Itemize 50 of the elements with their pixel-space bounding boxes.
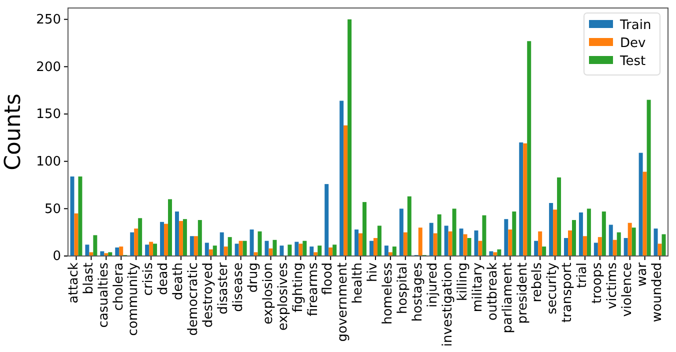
x-tick-label: drug [246, 262, 261, 293]
x-tick-label: troops [590, 262, 606, 304]
x-tick-label: homeless [380, 262, 396, 325]
x-tick-label: health [350, 262, 366, 304]
y-tick-label: 100 [36, 154, 61, 170]
x-tick-label: violence [620, 262, 635, 317]
x-tick-label: cholera [111, 262, 126, 311]
x-tick-label: hostages [410, 262, 426, 322]
y-axis-title: Counts [1, 94, 26, 170]
x-tick-label: killing [455, 262, 470, 301]
x-tick-label: hiv [366, 262, 381, 282]
x-tick-label: security [545, 262, 560, 314]
x-tick-label: outbreak [485, 262, 500, 321]
x-tick-label: flood [320, 262, 336, 295]
y-tick-label: 0 [52, 249, 61, 264]
y-tick-label: 150 [36, 107, 61, 122]
x-tick-label: parliament [500, 262, 516, 334]
legend-label: Dev [620, 36, 646, 51]
x-tick-label: president [515, 262, 530, 324]
x-tick-label: casualties [96, 262, 112, 328]
x-tick-label: military [470, 262, 486, 312]
x-tick-label: firearms [306, 262, 321, 316]
x-tick-label: explosion [260, 262, 276, 324]
x-tick-label: death [171, 262, 186, 300]
x-tick-label: wounded [650, 262, 665, 322]
x-tick-label: transport [560, 262, 576, 323]
x-tick-label: hospital [396, 262, 411, 314]
legend-label: Test [619, 54, 646, 69]
y-tick-label: 200 [36, 60, 61, 75]
x-tick-label: investigation [440, 262, 456, 347]
x-tick-label: rebels [530, 262, 546, 302]
x-tick-label: blast [81, 262, 96, 294]
x-tick-label: disease [230, 262, 246, 312]
x-tick-label: disaster [216, 262, 232, 314]
x-tick-label: attack [66, 262, 82, 304]
x-tick-label: war [634, 262, 650, 286]
x-tick-label: crisis [141, 262, 156, 296]
y-tick-label: 50 [44, 202, 61, 217]
x-tick-label: community [126, 262, 142, 336]
legend-label: Train [619, 18, 652, 33]
x-tick-label: democratic [186, 262, 202, 336]
x-tick-label: destroyed [201, 262, 216, 328]
x-tick-label: trial [575, 262, 590, 288]
x-tick-label: fighting [290, 262, 306, 312]
x-tick-label: victims [605, 262, 620, 310]
y-tick-label: 250 [36, 12, 61, 28]
x-tick-label: explosives [276, 262, 291, 331]
x-tick-label: injured [425, 262, 440, 308]
x-tick-label: dead [156, 262, 172, 295]
x-tick-label: government [336, 262, 351, 342]
